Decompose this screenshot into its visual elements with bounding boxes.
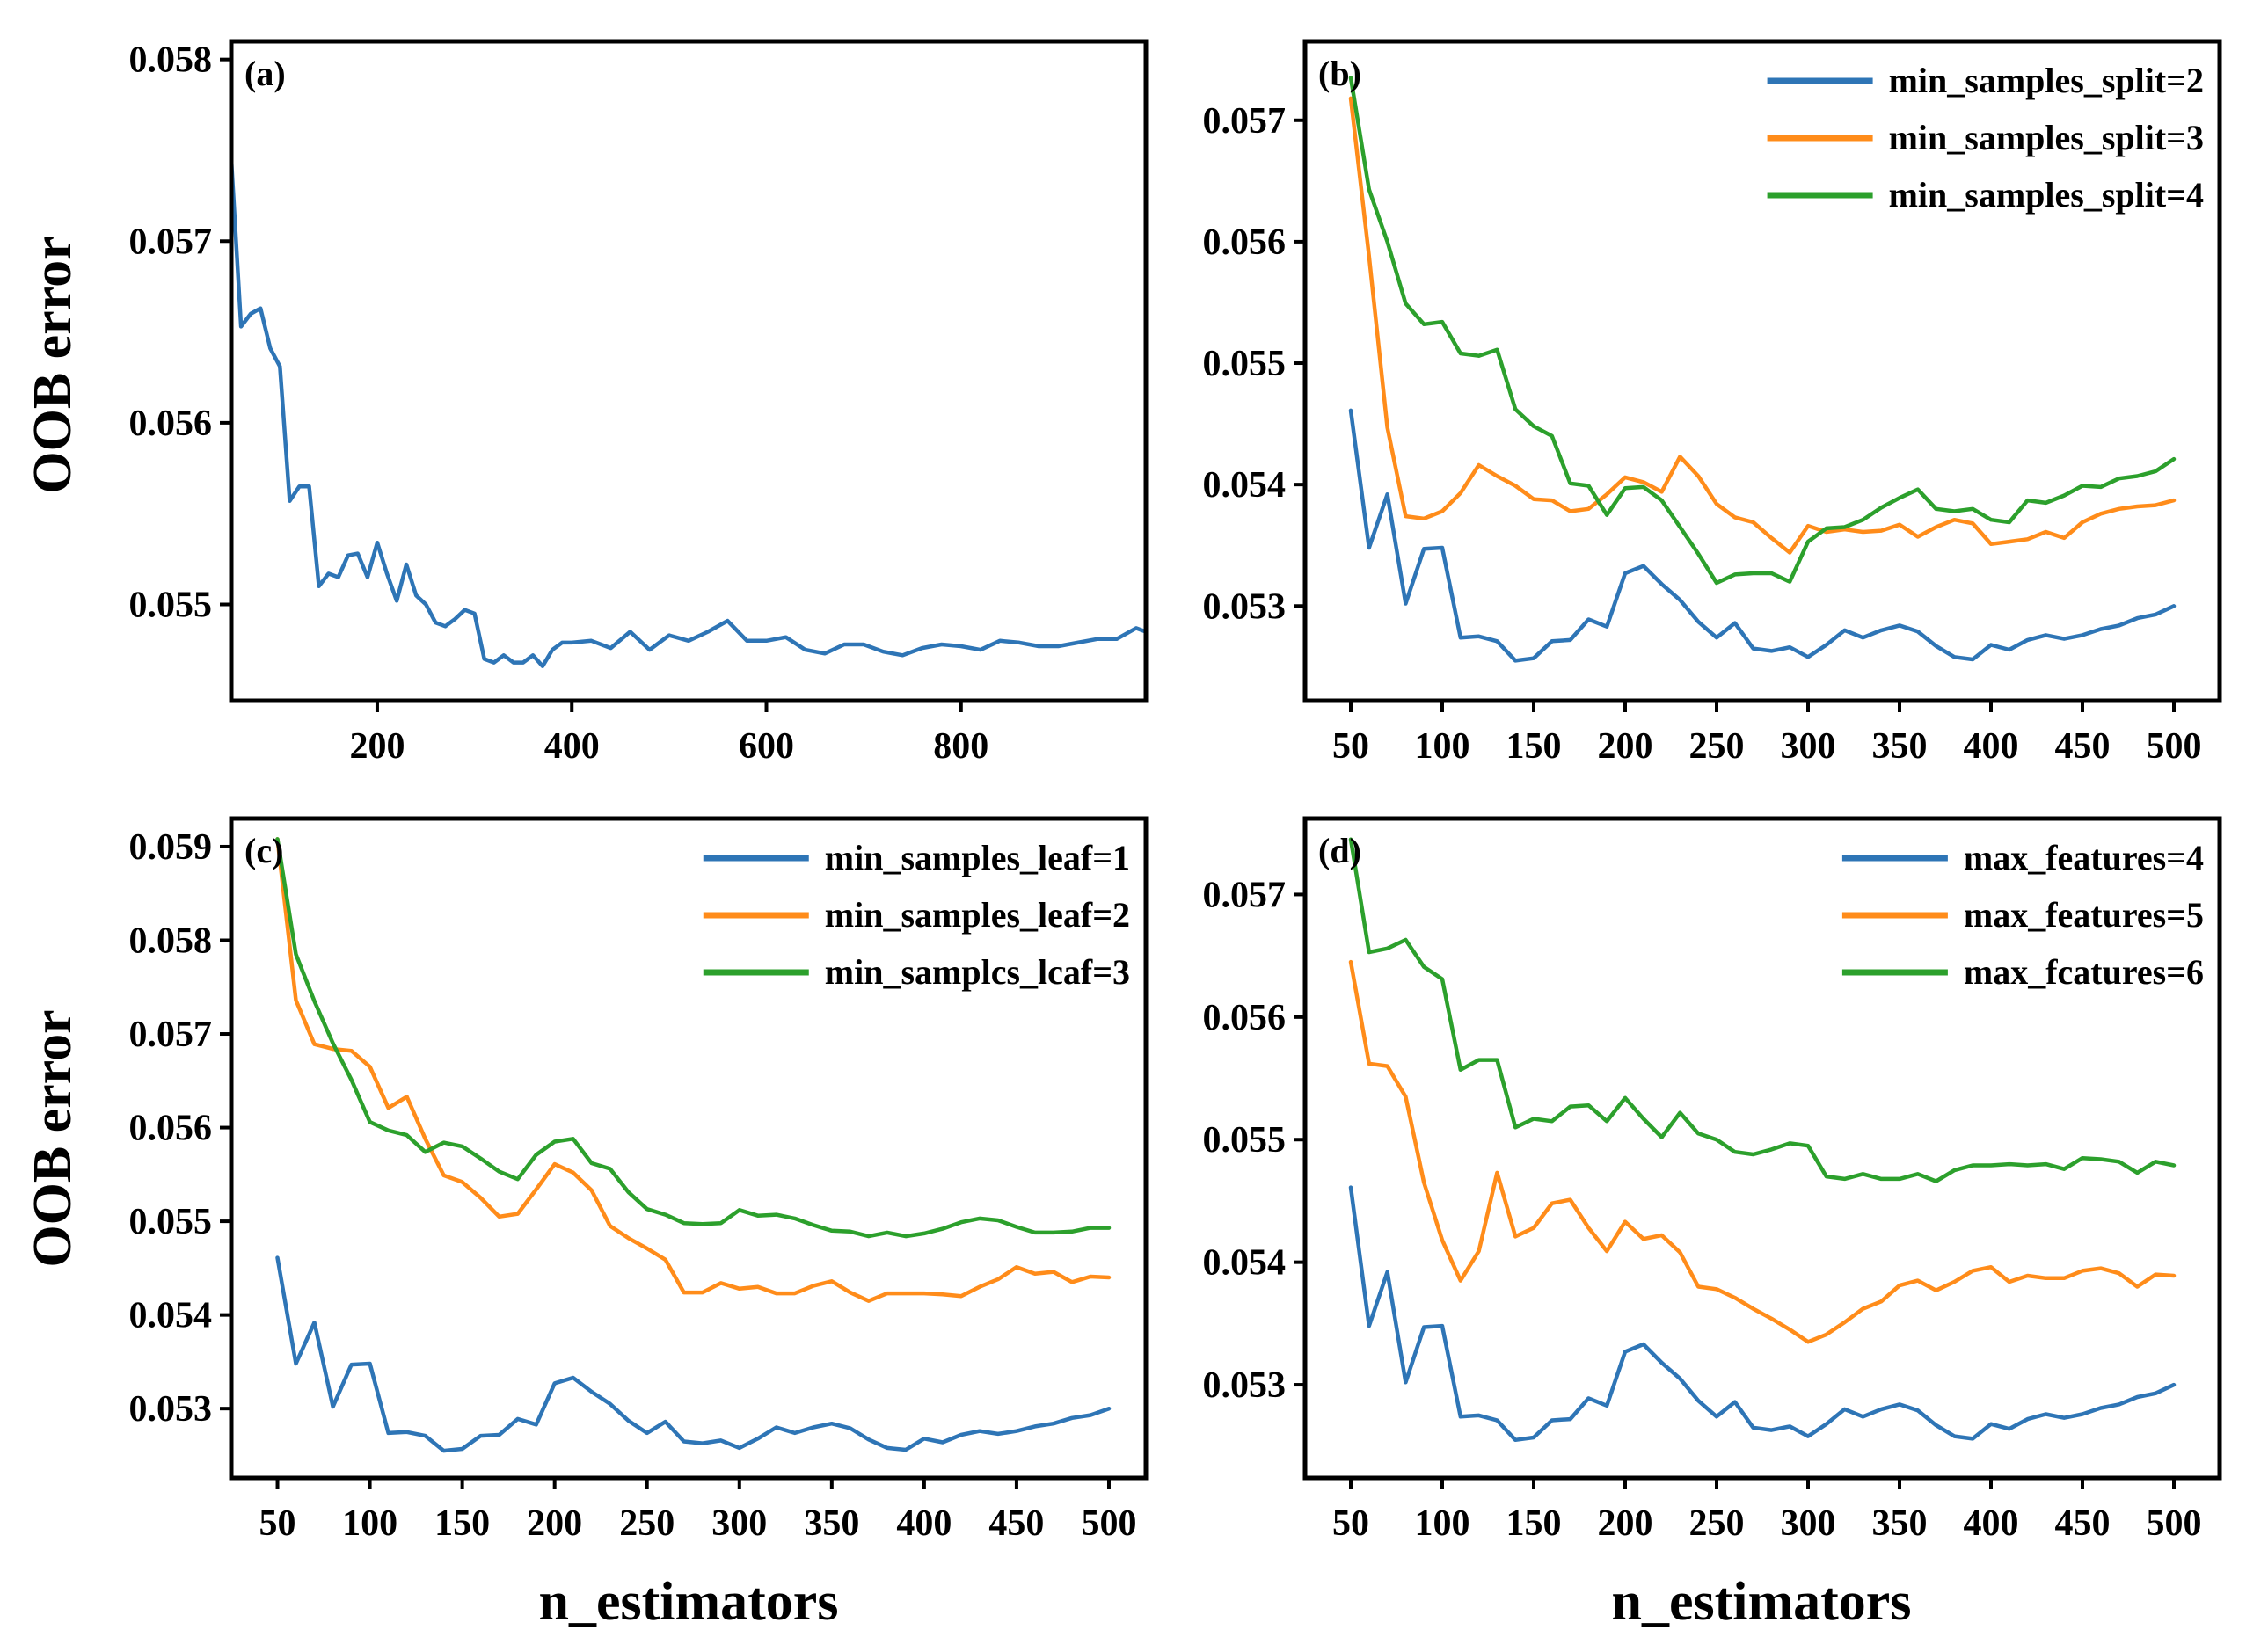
series-line-1 [229, 157, 1149, 668]
y-tick-label: 0.055 [129, 585, 213, 625]
x-tick-label: 400 [1964, 1503, 2019, 1544]
x-tick-label: 600 [739, 726, 794, 767]
series-line-2 [1348, 96, 2177, 555]
plot-frame [229, 39, 1149, 703]
x-tick-label: 100 [1415, 726, 1470, 767]
series-line-1 [275, 1255, 1112, 1453]
x-tick-label: 250 [1689, 1503, 1745, 1544]
x-tick-label: 800 [933, 726, 988, 767]
legend-label-1: min_samples_split=2 [1889, 61, 2204, 100]
ylabel-bottom: OOB error [23, 1009, 83, 1267]
x-tick-label: 400 [544, 726, 600, 767]
xlabel-bottom-left: n_estimators [539, 1572, 839, 1632]
x-tick-label: 200 [1598, 726, 1653, 767]
y-tick-label: 0.054 [1203, 465, 1287, 506]
y-tick-label: 0.055 [1203, 1120, 1287, 1161]
panel-a: 200 400 600 800 0.055 0.056 0.057 0.058 (a) [129, 39, 1149, 767]
series-line-3 [1348, 837, 2177, 1183]
legend-label-1: max_features=4 [1964, 838, 2204, 877]
x-tick-label: 300 [711, 1503, 767, 1544]
x-tick-label: 250 [619, 1503, 675, 1544]
y-tick-label: 0.054 [129, 1296, 213, 1336]
x-tick-label: 350 [1872, 1503, 1928, 1544]
legend-label-2: max_features=5 [1964, 895, 2204, 935]
series-line-1 [1348, 408, 2177, 663]
x-tick-label: 50 [259, 1503, 296, 1544]
x-tick-label: 150 [1506, 1503, 1562, 1544]
x-tick-label: 150 [434, 1503, 490, 1544]
x-tick-label: 250 [1689, 726, 1745, 767]
x-tick-label: 350 [804, 1503, 859, 1544]
x-tick-label: 500 [2147, 726, 2202, 767]
x-tick-label: 150 [1506, 726, 1562, 767]
y-tick-label: 0.053 [129, 1389, 213, 1430]
x-tick-label: 400 [896, 1503, 952, 1544]
plot-frame [1302, 816, 2222, 1481]
x-tick-label: 450 [988, 1503, 1044, 1544]
y-tick-label: 0.055 [129, 1202, 213, 1242]
x-tick-label: 200 [527, 1503, 582, 1544]
legend-label-3: min_samples_split=4 [1889, 175, 2204, 215]
xlabel-top-right: n_estimators [1612, 1572, 1912, 1632]
y-tick-label: 0.058 [129, 921, 213, 961]
panel-label: (d) [1318, 831, 1361, 870]
panel-label: (b) [1318, 54, 1361, 93]
panel-c: 50 100 150 200 250 300 350 400 450 500 0.053 0.054 0… [129, 816, 1149, 1544]
y-tick-label: 0.057 [129, 1015, 213, 1055]
x-tick-label: 500 [2147, 1503, 2202, 1544]
panel-d: 50 100 150 200 250 300 350 400 450 500 0.053 0.054 0… [1203, 816, 2222, 1544]
y-tick-label: 0.056 [129, 404, 213, 444]
legend-label-2: min_samples_leaf=2 [825, 895, 1130, 935]
y-tick-label: 0.057 [129, 222, 213, 262]
panel-b: 50 100 150 200 250 300 350 400 450 500 0.053 0.054 0… [1203, 39, 2222, 767]
x-tick-label: 500 [1081, 1503, 1136, 1544]
x-tick-label: 50 [1332, 726, 1369, 767]
x-tick-label: 200 [349, 726, 405, 767]
y-tick-label: 0.055 [1203, 344, 1287, 384]
plot-frame [1302, 39, 2222, 703]
x-tick-label: 350 [1872, 726, 1928, 767]
x-tick-label: 450 [2055, 726, 2111, 767]
y-tick-label: 0.057 [1203, 875, 1287, 915]
x-tick-label: 300 [1781, 726, 1836, 767]
x-tick-label: 50 [1332, 1503, 1369, 1544]
panel-label: (c) [244, 831, 283, 870]
y-tick-label: 0.056 [1203, 222, 1287, 263]
y-tick-label: 0.057 [1203, 101, 1287, 142]
ylabel-top: OOB error [23, 236, 83, 493]
y-tick-label: 0.056 [129, 1109, 213, 1149]
panel-label: (a) [244, 54, 286, 93]
x-tick-label: 100 [1415, 1503, 1470, 1544]
x-tick-label: 100 [342, 1503, 397, 1544]
series-line-2 [1348, 959, 2177, 1344]
y-tick-label: 0.054 [1203, 1243, 1287, 1284]
series-line-2 [275, 837, 1112, 1303]
legend-label-2: min_samples_split=3 [1889, 118, 2204, 157]
y-tick-label: 0.058 [129, 40, 213, 81]
x-tick-label: 200 [1598, 1503, 1653, 1544]
plot-frame [229, 816, 1149, 1481]
y-tick-label: 0.053 [1203, 1365, 1287, 1406]
legend-label-1: min_samples_leaf=1 [825, 838, 1130, 877]
y-tick-label: 0.059 [129, 827, 213, 868]
series-line-3 [275, 837, 1112, 1239]
legend-label-3: min_samplcs_lcaf=3 [825, 952, 1130, 992]
plots-layer: 200 400 600 800 0.055 0.056 0.057 0.058 (a) 50 100… [129, 39, 2222, 1544]
series-line-1 [1348, 1185, 2177, 1443]
x-tick-label: 450 [2055, 1503, 2111, 1544]
legend-label-3: max_fcatures=6 [1964, 952, 2204, 992]
series-line-3 [1348, 76, 2177, 586]
y-tick-label: 0.056 [1203, 998, 1287, 1038]
y-tick-label: 0.053 [1203, 586, 1287, 627]
x-tick-label: 300 [1781, 1503, 1836, 1544]
x-tick-label: 400 [1964, 726, 2019, 767]
